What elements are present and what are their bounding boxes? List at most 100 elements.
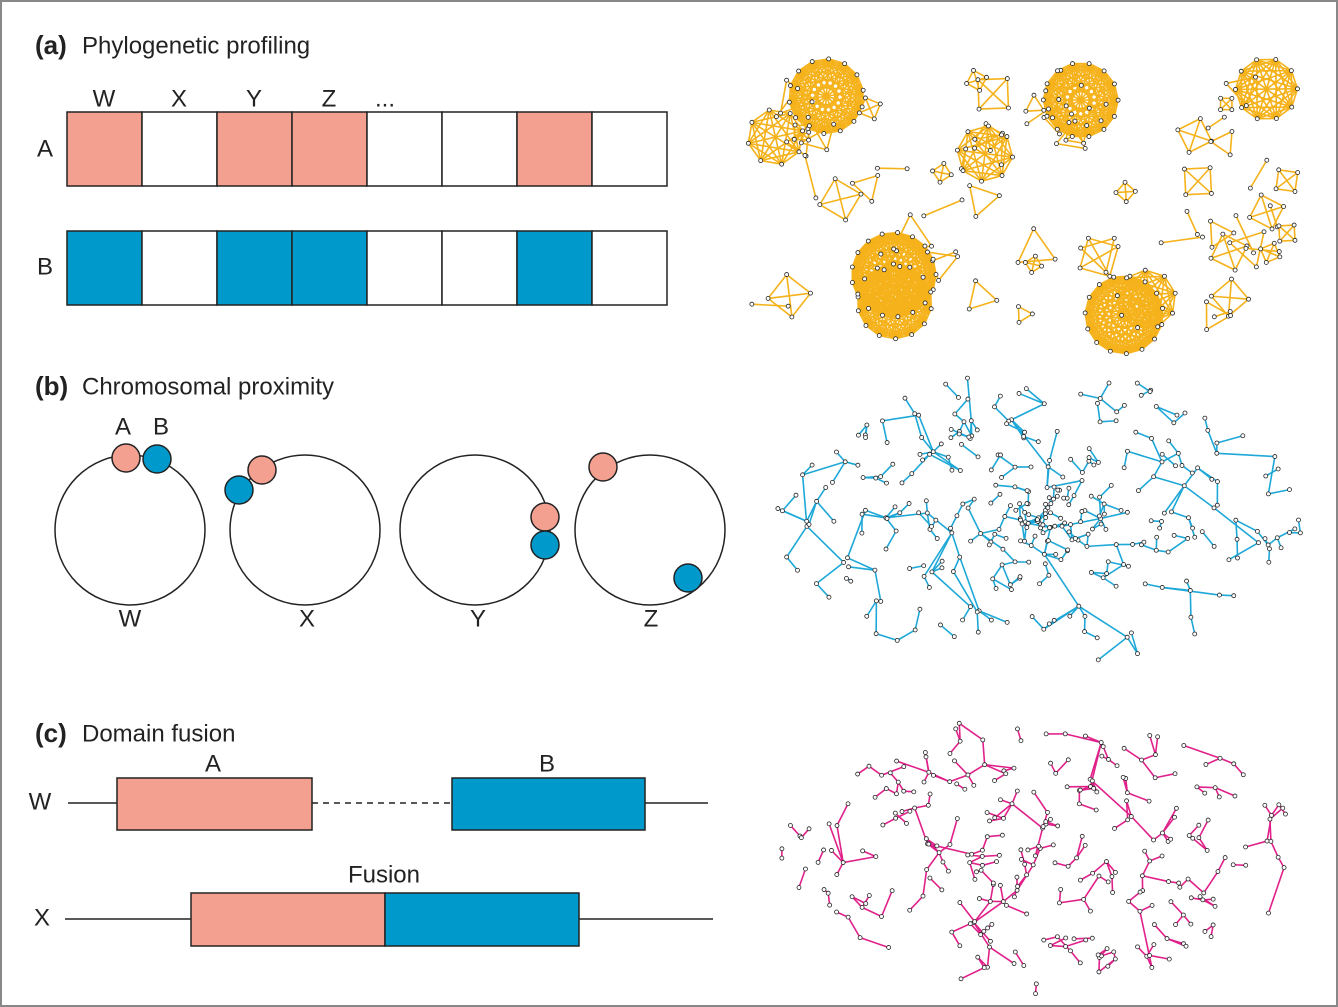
network-node — [1022, 509, 1028, 515]
network-node — [960, 501, 966, 507]
network-node — [1275, 854, 1281, 860]
network-edge — [804, 155, 817, 199]
network-edge — [1240, 59, 1258, 108]
network-node — [1200, 897, 1206, 903]
network-edge — [844, 193, 862, 221]
network-node — [842, 61, 848, 67]
network-edge — [989, 946, 1015, 965]
network-node — [980, 737, 986, 743]
network-edge — [1137, 476, 1155, 492]
network-edge — [894, 267, 911, 339]
genome-circle — [229, 454, 381, 606]
network-node — [992, 531, 998, 537]
network-edge — [859, 936, 889, 949]
network-node — [1018, 738, 1024, 744]
fused-domain-b — [384, 892, 580, 947]
network-edge — [1006, 78, 1010, 109]
network-node — [1054, 141, 1059, 147]
network-node — [875, 165, 880, 171]
network-node — [1047, 943, 1053, 948]
network-node — [927, 451, 933, 457]
network-node — [940, 859, 946, 865]
network-node — [899, 480, 905, 486]
network-node — [1054, 126, 1060, 132]
network-node — [922, 321, 927, 327]
network-node — [826, 594, 832, 600]
network-edge — [857, 266, 911, 312]
network-node — [976, 896, 982, 901]
network-edge — [1137, 292, 1176, 329]
network-node — [1194, 784, 1200, 790]
network-edge — [1227, 298, 1250, 317]
network-edge — [892, 263, 913, 335]
network-node — [980, 862, 985, 868]
network-node — [1165, 549, 1171, 555]
network-node — [1135, 944, 1140, 950]
network-node — [1202, 929, 1208, 934]
network-edge — [811, 61, 855, 122]
network-node — [897, 264, 903, 269]
network-node — [1063, 935, 1069, 941]
network-node — [859, 530, 865, 536]
network-node — [948, 172, 954, 178]
network-node — [875, 173, 881, 178]
network-edge — [1098, 284, 1112, 352]
network-edge — [1293, 225, 1296, 241]
network-node — [1025, 847, 1031, 853]
network-node — [1016, 319, 1022, 325]
network-edge — [1207, 116, 1225, 129]
network-edge — [913, 413, 923, 438]
network-node — [859, 104, 865, 110]
network-node — [1196, 835, 1202, 841]
network-node — [1048, 510, 1053, 516]
network-node — [965, 852, 971, 858]
network-node — [1125, 448, 1130, 454]
network-edge — [937, 256, 959, 281]
network-edge — [781, 494, 797, 512]
network-edge — [1084, 312, 1098, 343]
network-node — [943, 381, 949, 387]
network-node — [904, 820, 909, 826]
network-edge — [1103, 99, 1119, 130]
network-node — [1043, 515, 1049, 520]
network-node — [802, 153, 808, 158]
network-node — [1047, 525, 1052, 531]
network-edge — [1080, 237, 1115, 249]
network-edge — [953, 760, 969, 776]
network-node — [1264, 157, 1270, 163]
profile-cell — [141, 230, 218, 306]
network-node — [1223, 81, 1229, 86]
network-node — [784, 77, 789, 83]
network-edge — [1235, 58, 1277, 91]
network-edge — [1199, 118, 1213, 142]
network-node — [1101, 501, 1107, 507]
network-edge — [1070, 458, 1083, 474]
network-node — [831, 518, 837, 524]
network-node — [1231, 593, 1237, 599]
network-edge — [1071, 83, 1116, 138]
network-node — [926, 769, 932, 775]
network-node — [1094, 340, 1100, 345]
network-edge — [951, 922, 971, 933]
network-node — [1054, 428, 1060, 434]
network-node — [1040, 97, 1046, 103]
network-edge — [1025, 109, 1044, 113]
network-node — [957, 900, 963, 905]
network-edge — [910, 277, 924, 335]
network-node — [962, 786, 968, 792]
network-edge — [1210, 220, 1235, 234]
network-edge — [1111, 876, 1114, 893]
network-edge — [892, 263, 926, 325]
network-node — [1182, 410, 1188, 416]
network-node — [788, 823, 793, 828]
network-node — [1021, 963, 1027, 968]
network-edge — [1210, 233, 1224, 259]
network-edge — [981, 156, 1014, 182]
column-label: ... — [375, 85, 395, 112]
network-edge — [1141, 544, 1157, 552]
network-node — [907, 212, 913, 218]
network-node — [1053, 770, 1059, 776]
network-edge — [1065, 139, 1084, 145]
network-node — [1064, 784, 1070, 790]
network-node — [947, 842, 953, 847]
